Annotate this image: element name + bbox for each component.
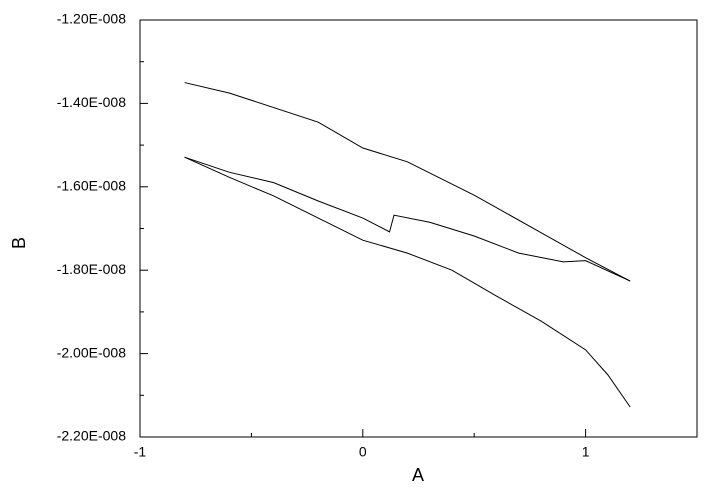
y-tick-label: -1.80E-008 <box>57 261 126 277</box>
y-tick-label: -1.60E-008 <box>57 178 126 194</box>
plot-frame <box>139 19 698 438</box>
data-line <box>184 156 631 282</box>
x-axis-label: A <box>412 465 424 485</box>
x-tick-label: 1 <box>582 444 590 460</box>
y-tick-label: -2.20E-008 <box>57 428 126 444</box>
y-tick-label: -2.00E-008 <box>57 344 126 360</box>
y-axis-label: B <box>9 237 29 249</box>
x-tick-label: -1 <box>134 444 147 460</box>
y-tick-label: -1.40E-008 <box>57 94 126 110</box>
data-line <box>184 156 631 408</box>
x-tick-label: 0 <box>359 444 367 460</box>
data-line <box>184 82 631 282</box>
y-tick-label: -1.20E-008 <box>57 11 126 27</box>
